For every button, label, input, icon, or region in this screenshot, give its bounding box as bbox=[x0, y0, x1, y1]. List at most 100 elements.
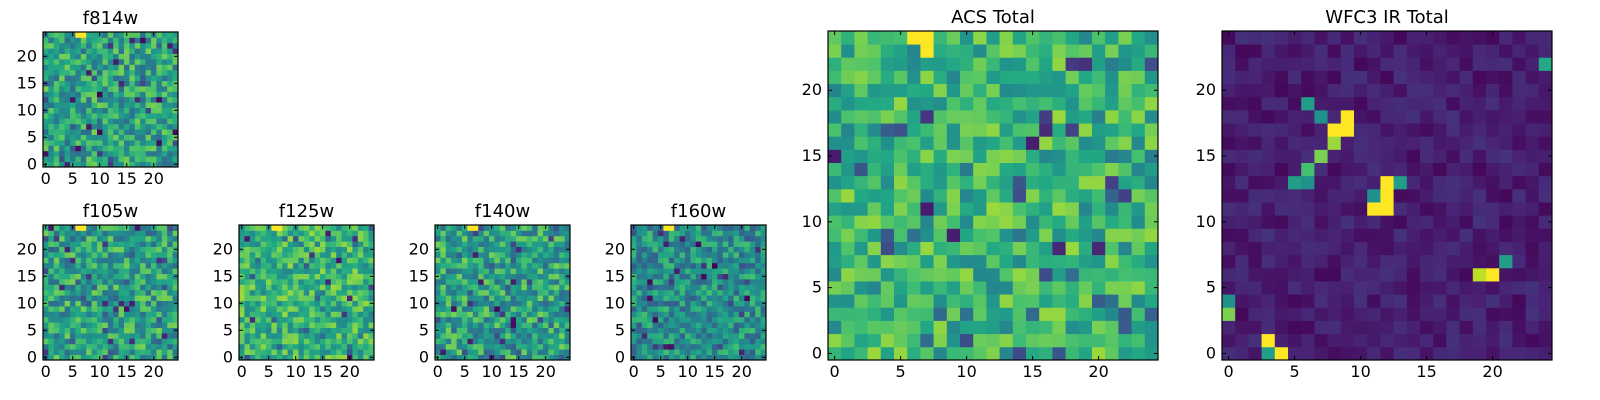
heatmap-cell bbox=[668, 235, 675, 242]
heatmap-cell bbox=[53, 327, 60, 334]
heatmap-cell bbox=[86, 289, 92, 296]
heatmap-cell bbox=[435, 333, 441, 339]
heatmap-cell bbox=[1367, 96, 1381, 111]
heatmap-cell bbox=[717, 343, 724, 350]
heatmap-cell bbox=[679, 262, 686, 269]
heatmap-cell bbox=[102, 113, 109, 119]
heatmap-cell bbox=[960, 267, 974, 282]
heatmap-cell bbox=[1248, 96, 1262, 111]
heatmap-cell bbox=[97, 53, 103, 60]
heatmap-cell bbox=[129, 246, 136, 253]
heatmap-cell bbox=[451, 295, 457, 301]
heatmap-cell bbox=[456, 349, 463, 355]
heatmap-cell bbox=[1538, 228, 1553, 242]
heatmap-cell bbox=[451, 311, 457, 318]
heatmap-cell bbox=[271, 279, 278, 285]
heatmap-cell bbox=[1235, 307, 1249, 321]
heatmap-cell bbox=[314, 230, 321, 237]
heatmap-cell bbox=[553, 279, 560, 285]
heatmap-cell bbox=[1288, 83, 1302, 98]
heatmap-cell bbox=[744, 343, 751, 350]
heatmap-cell bbox=[118, 300, 125, 307]
heatmap-cell bbox=[1459, 109, 1474, 124]
heatmap-cell bbox=[1131, 346, 1146, 361]
heatmap-cell bbox=[140, 64, 146, 71]
heatmap-cell bbox=[48, 91, 55, 98]
heatmap-cell bbox=[749, 316, 756, 323]
heatmap-cell bbox=[244, 316, 251, 323]
heatmap-cell bbox=[1367, 254, 1381, 269]
heatmap-cell bbox=[249, 300, 256, 307]
heatmap-cell bbox=[118, 96, 125, 103]
heatmap-cell bbox=[1314, 57, 1328, 71]
heatmap-cell bbox=[330, 262, 337, 269]
heatmap-cell bbox=[97, 295, 103, 301]
heatmap-cell bbox=[1078, 346, 1093, 361]
heatmap-cell bbox=[271, 273, 278, 280]
heatmap-cell bbox=[271, 333, 278, 339]
heatmap-cell bbox=[118, 235, 125, 242]
heatmap-cell bbox=[1512, 109, 1526, 124]
heatmap-cell bbox=[548, 300, 555, 307]
heatmap-cell bbox=[674, 343, 680, 350]
heatmap-cell bbox=[1538, 254, 1553, 269]
heatmap-cell bbox=[172, 343, 179, 350]
heatmap-cell bbox=[255, 311, 261, 318]
heatmap-cell bbox=[712, 235, 718, 242]
heatmap-cell bbox=[59, 48, 65, 54]
heatmap-cell bbox=[521, 262, 528, 269]
x-tick-label: 20 bbox=[536, 362, 556, 381]
heatmap-cell bbox=[167, 86, 173, 92]
heatmap-cell bbox=[854, 346, 868, 361]
heatmap-cell bbox=[1039, 188, 1053, 203]
heatmap-cell bbox=[172, 150, 179, 157]
heatmap-cell bbox=[494, 300, 501, 307]
heatmap-cell bbox=[553, 257, 560, 264]
heatmap-cell bbox=[102, 273, 109, 280]
heatmap-cell bbox=[151, 156, 157, 162]
heatmap-cell bbox=[760, 252, 767, 258]
heatmap-cell bbox=[543, 279, 549, 285]
heatmap-cell bbox=[636, 311, 643, 318]
heatmap-cell bbox=[663, 338, 670, 345]
heatmap-cell bbox=[156, 333, 163, 339]
heatmap-cell bbox=[543, 289, 549, 296]
heatmap-cell bbox=[749, 349, 756, 355]
heatmap-cell bbox=[559, 316, 565, 323]
heatmap-cell bbox=[48, 284, 55, 291]
heatmap-cell bbox=[70, 306, 76, 312]
heatmap-cell bbox=[1052, 136, 1066, 150]
heatmap-cell bbox=[145, 64, 152, 71]
heatmap-cell bbox=[867, 83, 882, 98]
heatmap-cell bbox=[1144, 149, 1159, 163]
heatmap-cell bbox=[86, 86, 92, 92]
heatmap-cell bbox=[755, 279, 761, 285]
heatmap-cell bbox=[309, 252, 315, 258]
heatmap-cell bbox=[1118, 267, 1132, 282]
heatmap-cell bbox=[717, 225, 724, 231]
heatmap-cell bbox=[352, 262, 359, 269]
heatmap-cell bbox=[1538, 44, 1553, 58]
heatmap-cell bbox=[53, 150, 60, 157]
heatmap-cell bbox=[663, 300, 670, 307]
heatmap-cell bbox=[472, 284, 479, 291]
heatmap-cell bbox=[435, 306, 441, 312]
heatmap-cell bbox=[499, 343, 506, 350]
heatmap-cell bbox=[717, 306, 724, 312]
heatmap-cell bbox=[113, 42, 119, 49]
heatmap-cell bbox=[867, 254, 882, 269]
heatmap-cell bbox=[505, 235, 511, 242]
heatmap-cell bbox=[118, 32, 125, 38]
heatmap-cell bbox=[1144, 228, 1159, 242]
heatmap-cell bbox=[260, 252, 267, 258]
heatmap-cell bbox=[357, 257, 364, 264]
heatmap-cell bbox=[880, 83, 895, 98]
heatmap-cell bbox=[1105, 254, 1119, 269]
heatmap-cell bbox=[543, 246, 549, 253]
heatmap-cell bbox=[75, 150, 82, 157]
heatmap-cell bbox=[1235, 320, 1249, 335]
heatmap-cell bbox=[298, 327, 305, 334]
heatmap-cell bbox=[472, 225, 479, 231]
heatmap-cell bbox=[722, 284, 729, 291]
y-tick-label: 5 bbox=[223, 320, 233, 339]
